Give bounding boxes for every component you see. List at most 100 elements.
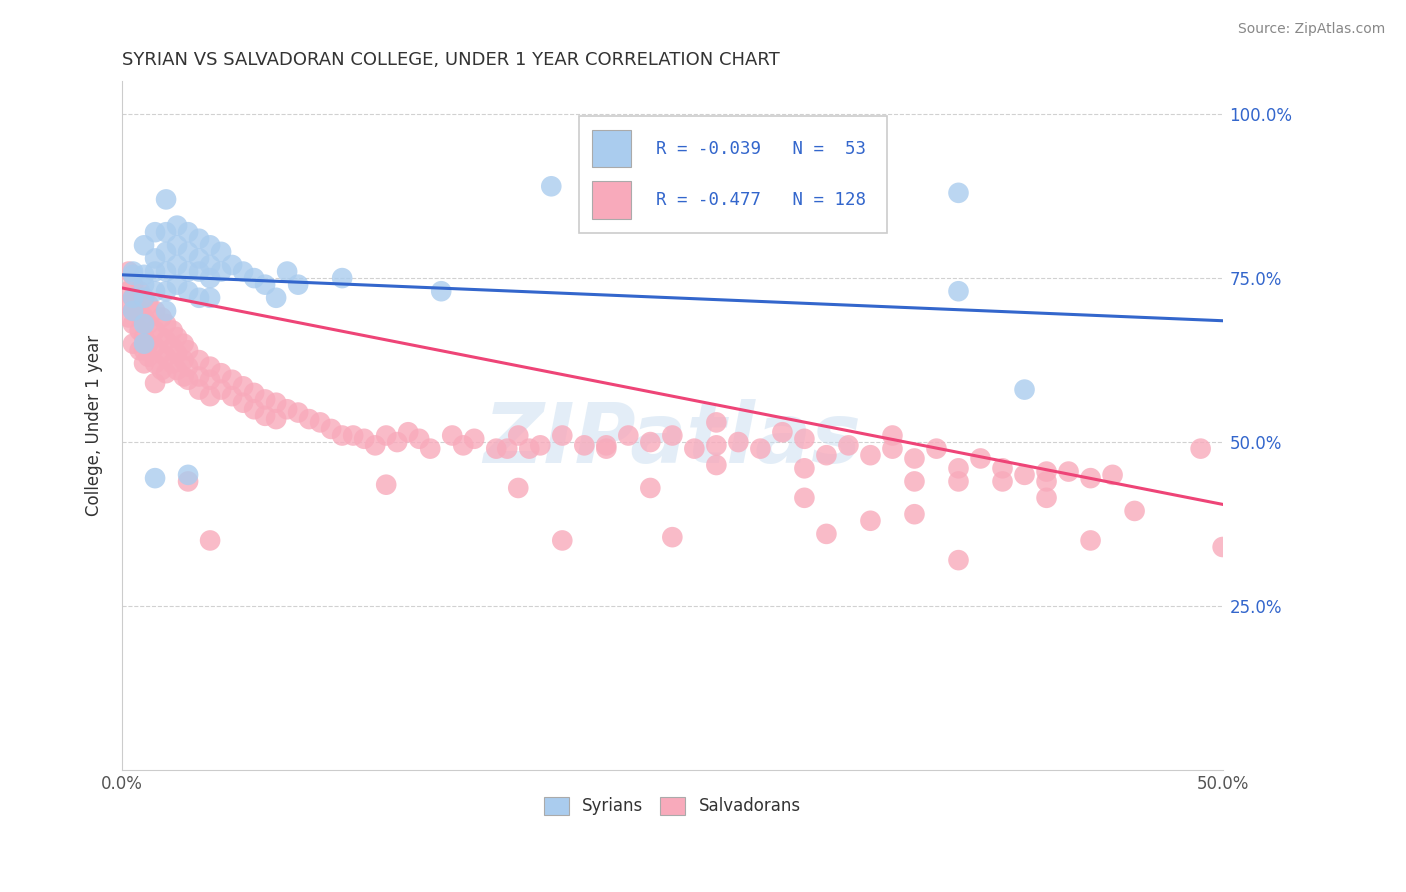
Point bbox=[155, 317, 177, 331]
Point bbox=[551, 428, 574, 442]
Point bbox=[683, 442, 706, 456]
Point bbox=[188, 369, 211, 384]
Point bbox=[221, 258, 243, 272]
Point bbox=[948, 186, 970, 200]
Point bbox=[166, 363, 188, 377]
Point bbox=[162, 356, 184, 370]
Point bbox=[188, 353, 211, 368]
Point bbox=[177, 244, 200, 259]
Point bbox=[162, 324, 184, 338]
Point bbox=[155, 334, 177, 348]
Point bbox=[508, 428, 530, 442]
FancyBboxPatch shape bbox=[592, 181, 630, 219]
Point bbox=[1035, 475, 1057, 489]
Point bbox=[198, 271, 221, 285]
Point bbox=[309, 416, 332, 430]
Point bbox=[706, 458, 728, 472]
Point bbox=[188, 264, 211, 278]
Point bbox=[661, 428, 683, 442]
Point bbox=[969, 451, 991, 466]
Point bbox=[143, 304, 166, 318]
Point bbox=[198, 373, 221, 387]
Point bbox=[118, 284, 141, 298]
Point bbox=[138, 317, 160, 331]
Point bbox=[706, 416, 728, 430]
Point bbox=[264, 412, 287, 426]
Point bbox=[508, 481, 530, 495]
Point bbox=[150, 363, 173, 377]
Point bbox=[419, 442, 441, 456]
Point bbox=[143, 340, 166, 354]
Point bbox=[793, 491, 815, 505]
Point bbox=[155, 350, 177, 364]
Point bbox=[529, 438, 551, 452]
Point bbox=[243, 271, 266, 285]
Point bbox=[1212, 540, 1234, 554]
Point bbox=[177, 373, 200, 387]
Point bbox=[155, 193, 177, 207]
Point bbox=[925, 442, 948, 456]
Point bbox=[264, 291, 287, 305]
Point bbox=[948, 461, 970, 475]
Point bbox=[540, 179, 562, 194]
Point bbox=[166, 277, 188, 292]
Point bbox=[321, 422, 343, 436]
Point bbox=[595, 442, 617, 456]
Point bbox=[122, 264, 145, 278]
Point bbox=[232, 264, 254, 278]
Point bbox=[1014, 383, 1036, 397]
Point bbox=[155, 366, 177, 380]
Point bbox=[254, 277, 277, 292]
Point bbox=[122, 336, 145, 351]
Point bbox=[574, 438, 596, 452]
Point bbox=[882, 442, 904, 456]
Point bbox=[209, 244, 232, 259]
Point bbox=[1123, 504, 1146, 518]
Point bbox=[122, 268, 145, 282]
Point bbox=[595, 438, 617, 452]
Point bbox=[375, 428, 398, 442]
Point bbox=[132, 291, 155, 305]
Point bbox=[150, 310, 173, 325]
Point bbox=[173, 353, 195, 368]
Point bbox=[276, 402, 298, 417]
Point bbox=[430, 284, 453, 298]
Point bbox=[132, 343, 155, 358]
Point bbox=[387, 435, 409, 450]
Point bbox=[330, 428, 353, 442]
Point bbox=[243, 402, 266, 417]
Point bbox=[396, 425, 419, 440]
Point bbox=[903, 475, 925, 489]
Point bbox=[1035, 465, 1057, 479]
Point bbox=[1035, 491, 1057, 505]
Point bbox=[143, 471, 166, 485]
Point bbox=[1299, 383, 1322, 397]
Point bbox=[837, 438, 859, 452]
Point bbox=[166, 238, 188, 252]
Point bbox=[640, 481, 662, 495]
Point bbox=[342, 428, 364, 442]
Point bbox=[1189, 442, 1212, 456]
Point bbox=[640, 435, 662, 450]
Point bbox=[143, 252, 166, 266]
Point bbox=[188, 383, 211, 397]
Point bbox=[198, 238, 221, 252]
Point bbox=[298, 412, 321, 426]
Point bbox=[353, 432, 375, 446]
Point bbox=[143, 284, 166, 298]
Point bbox=[138, 297, 160, 311]
Point bbox=[264, 395, 287, 409]
Point bbox=[132, 336, 155, 351]
Point bbox=[287, 406, 309, 420]
Point bbox=[441, 428, 464, 442]
Point bbox=[155, 244, 177, 259]
Point bbox=[177, 225, 200, 239]
Point bbox=[166, 330, 188, 344]
Point bbox=[132, 330, 155, 344]
Point bbox=[155, 284, 177, 298]
Point bbox=[232, 395, 254, 409]
Point bbox=[330, 271, 353, 285]
Point bbox=[485, 442, 508, 456]
Point bbox=[188, 232, 211, 246]
Point bbox=[173, 369, 195, 384]
